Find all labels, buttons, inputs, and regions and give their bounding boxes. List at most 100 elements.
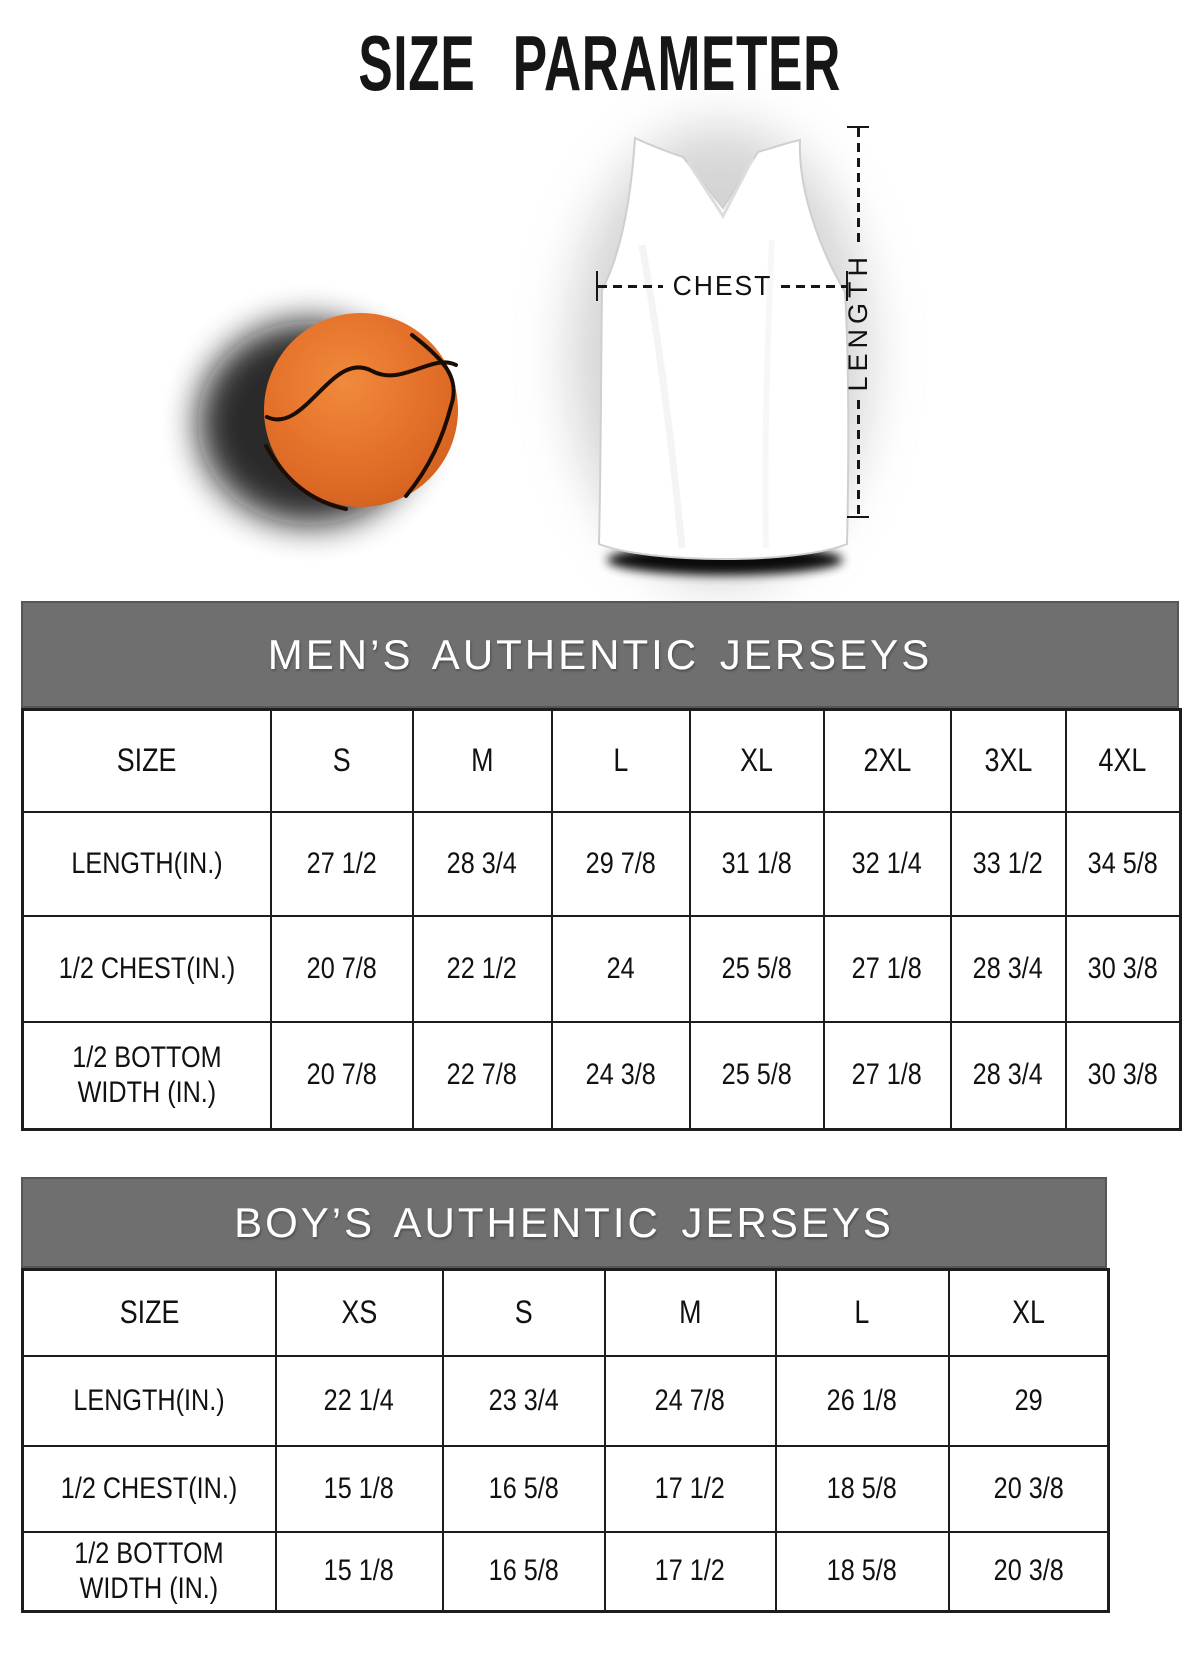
cell-text: 27 1/2 bbox=[306, 846, 377, 880]
cell-text: 22 1/2 bbox=[446, 951, 518, 985]
length-tick-bottom bbox=[847, 516, 869, 518]
mens-chest-row: 1/2 CHEST(IN.) 20 7/8 22 1/2 24 25 5/8 2… bbox=[21, 914, 1182, 1023]
boys-size-cell: XS bbox=[274, 1268, 444, 1357]
value-cell: 16 5/8 bbox=[441, 1444, 606, 1533]
value-cell: 22 1/2 bbox=[411, 914, 553, 1023]
cell-text: SIZE bbox=[119, 1294, 180, 1331]
cell-text: XL bbox=[1011, 1294, 1045, 1331]
value-cell: 20 7/8 bbox=[269, 1020, 414, 1131]
boys-table-header: BOY’S AUTHENTIC JERSEYS bbox=[21, 1177, 1107, 1268]
chest-tick-right bbox=[846, 271, 848, 301]
cell-text: 32 1/4 bbox=[851, 846, 923, 880]
cell-text: 29 7/8 bbox=[585, 846, 656, 880]
cell-text: 16 5/8 bbox=[488, 1554, 559, 1588]
length-tick-top bbox=[847, 126, 869, 128]
row-label: LENGTH(IN.) bbox=[71, 846, 223, 880]
cell-text: 26 1/8 bbox=[826, 1383, 898, 1417]
row-label-cell: 1/2 BOTTOM WIDTH (IN.) bbox=[21, 1020, 272, 1131]
mens-table-header: MEN’S AUTHENTIC JERSEYS bbox=[21, 601, 1179, 708]
cell-text: 17 1/2 bbox=[654, 1554, 726, 1588]
cell-text: L bbox=[854, 1294, 870, 1331]
mens-table-title: MEN’S AUTHENTIC JERSEYS bbox=[267, 630, 933, 678]
mens-size-cell: S bbox=[269, 708, 414, 813]
cell-text: 15 1/8 bbox=[323, 1554, 395, 1588]
value-cell: 20 3/8 bbox=[947, 1444, 1110, 1533]
cell-text: 23 3/4 bbox=[488, 1383, 559, 1417]
row-label: 1/2 CHEST(IN.) bbox=[61, 1471, 238, 1505]
value-cell: 18 5/8 bbox=[774, 1444, 950, 1533]
row-label: 1/2 BOTTOM bbox=[72, 1040, 222, 1074]
value-cell: 18 5/8 bbox=[774, 1530, 950, 1613]
cell-text: 18 5/8 bbox=[826, 1554, 898, 1588]
cell-text: 30 3/8 bbox=[1087, 951, 1158, 985]
cell-text: 15 1/8 bbox=[323, 1471, 395, 1505]
cell-text: 24 bbox=[606, 951, 635, 985]
cell-text: 20 7/8 bbox=[306, 951, 377, 985]
cell-text: 25 5/8 bbox=[721, 1058, 792, 1092]
value-cell: 15 1/8 bbox=[274, 1444, 444, 1533]
row-label-cell: LENGTH(IN.) bbox=[21, 810, 272, 917]
value-cell: 24 3/8 bbox=[550, 1020, 691, 1131]
value-cell: 24 bbox=[550, 914, 691, 1023]
mens-size-cell: 4XL bbox=[1064, 708, 1182, 813]
value-cell: 16 5/8 bbox=[441, 1530, 606, 1613]
value-cell: 17 1/2 bbox=[603, 1444, 777, 1533]
cell-text: 24 7/8 bbox=[654, 1383, 726, 1417]
mens-size-header-row: SIZE S M L XL 2XL 3XL 4XL bbox=[21, 708, 1182, 813]
boys-table-title: BOY’S AUTHENTIC JERSEYS bbox=[234, 1198, 894, 1246]
cell-text: 4XL bbox=[1098, 742, 1147, 779]
basketball-icon bbox=[198, 313, 458, 525]
cell-text: 22 7/8 bbox=[446, 1058, 518, 1092]
value-cell: 30 3/8 bbox=[1064, 1020, 1182, 1131]
cell-text: 22 1/4 bbox=[323, 1383, 395, 1417]
cell-text: L bbox=[613, 742, 628, 779]
cell-text: 20 3/8 bbox=[993, 1471, 1064, 1505]
value-cell: 28 3/4 bbox=[949, 914, 1067, 1023]
boys-size-cell: S bbox=[441, 1268, 606, 1357]
value-cell: 27 1/2 bbox=[269, 810, 414, 917]
value-cell: 20 7/8 bbox=[269, 914, 414, 1023]
jersey-icon bbox=[570, 125, 870, 585]
value-cell: 24 7/8 bbox=[603, 1354, 777, 1447]
mens-size-cell: XL bbox=[688, 708, 825, 813]
boys-size-table: SIZE XS S M L XL LENGTH(IN.) 22 1/4 23 3… bbox=[21, 1268, 1110, 1613]
boys-size-section: BOY’S AUTHENTIC JERSEYS SIZE XS S M L XL… bbox=[21, 1177, 1110, 1613]
cell-text: 30 3/8 bbox=[1087, 1058, 1158, 1092]
page-title: SIZE PARAMETER bbox=[0, 18, 1200, 109]
row-label-cell: 1/2 CHEST(IN.) bbox=[21, 1444, 277, 1533]
cell-text: 27 1/8 bbox=[851, 951, 923, 985]
cell-text: 20 7/8 bbox=[306, 1058, 377, 1092]
value-cell: 33 1/2 bbox=[949, 810, 1067, 917]
cell-text: M bbox=[678, 1294, 702, 1331]
row-label-cell: LENGTH(IN.) bbox=[21, 1354, 277, 1447]
mens-size-table: SIZE S M L XL 2XL 3XL 4XL LENGTH(IN.) 27… bbox=[21, 708, 1182, 1131]
length-dash-top bbox=[856, 128, 860, 245]
value-cell: 28 3/4 bbox=[949, 1020, 1067, 1131]
value-cell: 29 bbox=[947, 1354, 1110, 1447]
cell-text: 27 1/8 bbox=[851, 1058, 923, 1092]
value-cell: 30 3/8 bbox=[1064, 914, 1182, 1023]
chest-tick-left bbox=[596, 271, 598, 301]
row-label-cell: 1/2 BOTTOM WIDTH (IN.) bbox=[21, 1530, 277, 1613]
value-cell: 27 1/8 bbox=[822, 914, 952, 1023]
boys-size-cell: XL bbox=[947, 1268, 1110, 1357]
boys-size-header-row: SIZE XS S M L XL bbox=[21, 1268, 1110, 1357]
boys-chest-row: 1/2 CHEST(IN.) 15 1/8 16 5/8 17 1/2 18 5… bbox=[21, 1444, 1110, 1533]
value-cell: 22 1/4 bbox=[274, 1354, 444, 1447]
length-label: LENGTH bbox=[842, 252, 873, 392]
row-label-line2: WIDTH (IN.) bbox=[77, 1076, 217, 1110]
cell-text: 20 3/8 bbox=[993, 1554, 1064, 1588]
row-label: 1/2 CHEST(IN.) bbox=[58, 951, 235, 985]
cell-text: 25 5/8 bbox=[721, 951, 792, 985]
cell-text: 28 3/4 bbox=[446, 846, 518, 880]
mens-size-cell: M bbox=[411, 708, 553, 813]
value-cell: 15 1/8 bbox=[274, 1530, 444, 1613]
cell-text: 29 bbox=[1014, 1383, 1043, 1417]
chest-dash-right bbox=[781, 284, 846, 288]
value-cell: 29 7/8 bbox=[550, 810, 691, 917]
value-cell: 20 3/8 bbox=[947, 1530, 1110, 1613]
length-dash-bottom bbox=[856, 399, 860, 516]
chest-label: CHEST bbox=[672, 270, 772, 301]
cell-text: 16 5/8 bbox=[488, 1471, 559, 1505]
